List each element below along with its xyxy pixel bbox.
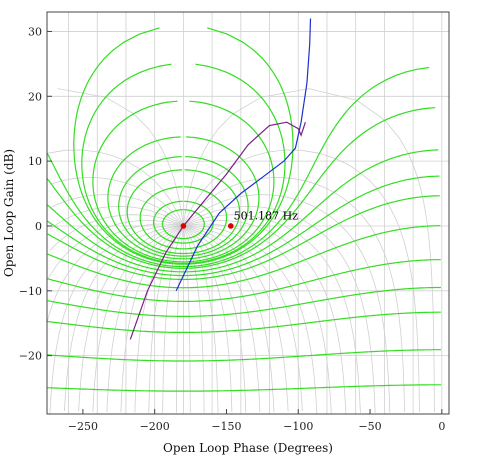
- x-tick-label: 0: [438, 420, 445, 433]
- closed-loop-phase-contour: [183, 226, 205, 413]
- closed-loop-phase-contour: [184, 225, 303, 412]
- series-group: [129, 18, 312, 340]
- x-tick-label: −150: [211, 420, 241, 433]
- closed-loop-magnitude-contour: [161, 209, 205, 240]
- closed-loop-phase-contour: [183, 88, 435, 412]
- closed-loop-phase-contour: [92, 225, 183, 412]
- closed-loop-magnitude-contour: [47, 384, 442, 392]
- closed-loop-phase-contour: [106, 225, 183, 413]
- closed-loop-phase-contour: [183, 226, 261, 413]
- closed-loop-magnitude-contour: [126, 169, 241, 255]
- closed-loop-phase-contour: [183, 226, 247, 413]
- x-axis-title: Open Loop Phase (Degrees): [163, 441, 333, 455]
- closed-loop-magnitude-contour: [47, 286, 441, 317]
- marker-point: [180, 223, 187, 229]
- closed-loop-magnitude-contour: [107, 136, 260, 260]
- closed-loop-phase-contour: [184, 225, 289, 412]
- y-tick-label: 0: [35, 220, 42, 233]
- closed-loop-phase-contour: [64, 225, 183, 412]
- closed-loop-phase-contour: [184, 220, 347, 414]
- closed-loop-magnitude-contour: [47, 225, 441, 289]
- closed-loop-magnitude-contour: [139, 186, 228, 250]
- closed-loop-magnitude-contour: [47, 195, 440, 281]
- closed-loop-magnitude-contour: [47, 149, 439, 273]
- closed-loop-phase-contour: [49, 225, 183, 414]
- y-tick-label: 30: [28, 25, 42, 38]
- series-line: [129, 121, 306, 340]
- x-tick-label: −100: [283, 420, 313, 433]
- closed-loop-phase-contour: [183, 225, 275, 412]
- closed-loop-phase-contour: [78, 225, 183, 412]
- closed-loop-magnitude-contour: [47, 175, 440, 277]
- x-tick-label: −250: [68, 420, 98, 433]
- closed-loop-phase-contour: [183, 214, 361, 413]
- y-tick-label: 20: [28, 90, 42, 103]
- closed-loop-magnitude-contour: [92, 100, 275, 263]
- closed-loop-magnitude-contour: [47, 311, 441, 333]
- closed-loop-magnitude-contour: [118, 156, 249, 257]
- closed-loop-phase-contour: [183, 226, 219, 413]
- y-tick-label: 10: [28, 155, 42, 168]
- closed-loop-phase-contour: [184, 225, 318, 414]
- marker-group: 501.187 Hz: [180, 209, 299, 229]
- x-tick-label: −200: [140, 420, 170, 433]
- x-tick-label: −50: [358, 420, 381, 433]
- closed-loop-magnitude-contour: [153, 200, 214, 244]
- series-line: [175, 18, 312, 292]
- closed-loop-phase-contour: [120, 226, 184, 413]
- closed-loop-phase-contour: [183, 205, 376, 413]
- closed-loop-magnitude-contour: [46, 107, 436, 269]
- closed-loop-magnitude-contour: [46, 66, 430, 268]
- y-tick-label: −20: [19, 350, 42, 363]
- closed-loop-phase-contour: [183, 149, 420, 412]
- closed-loop-magnitude-contour: [73, 27, 294, 265]
- plot-frame: [46, 11, 450, 415]
- y-tick-label: −10: [19, 285, 42, 298]
- closed-loop-magnitude-contour: [47, 349, 441, 362]
- closed-loop-magnitude-contour: [81, 63, 286, 264]
- y-axis-title: Open Loop Gain (dB): [2, 149, 16, 277]
- closed-loop-magnitude-contour: [47, 259, 441, 302]
- annotation-label: 501.187 Hz: [234, 209, 299, 222]
- marker-point: [227, 223, 234, 229]
- nichols-grid: [46, 27, 442, 392]
